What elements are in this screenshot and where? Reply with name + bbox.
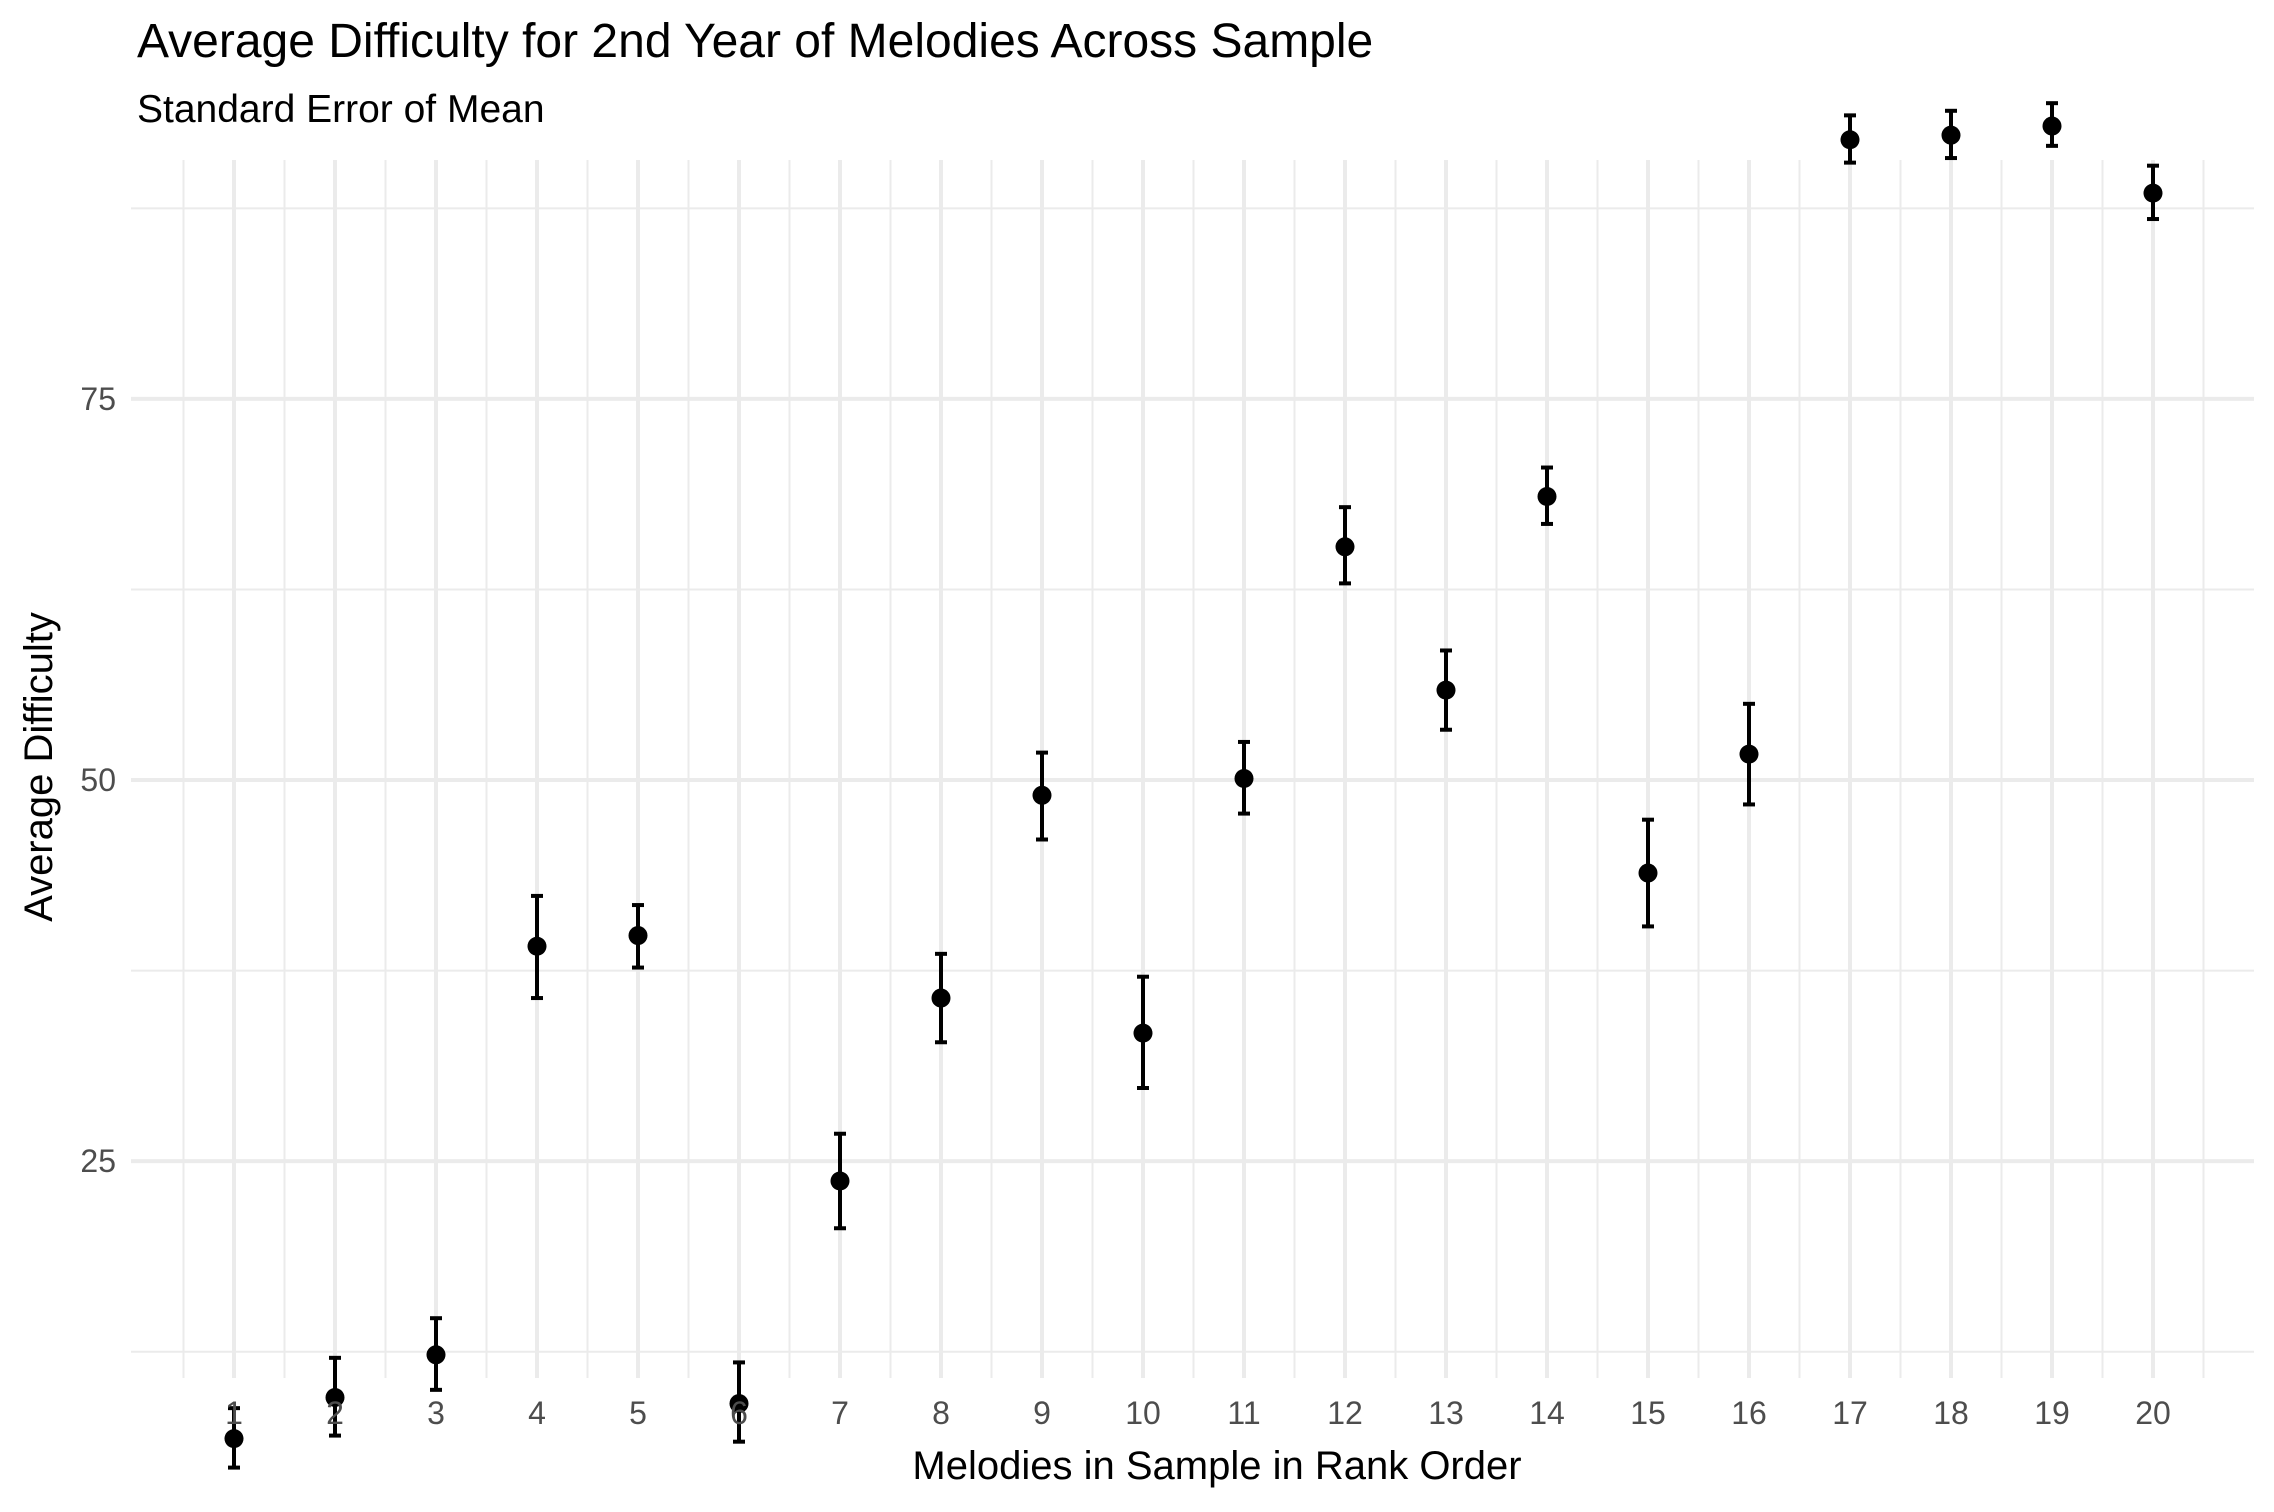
x-axis-title: Melodies in Sample in Rank Order bbox=[912, 1444, 1521, 1488]
x-tick-label: 1 bbox=[225, 1395, 243, 1431]
y-tick-label: 50 bbox=[80, 762, 116, 798]
data-point bbox=[1335, 537, 1355, 557]
x-tick-label: 10 bbox=[1125, 1395, 1161, 1431]
x-tick-label: 15 bbox=[1630, 1395, 1666, 1431]
x-tick-label: 8 bbox=[932, 1395, 950, 1431]
chart-subtitle: Standard Error of Mean bbox=[137, 88, 545, 131]
data-point bbox=[1032, 785, 1052, 805]
data-point bbox=[1436, 680, 1456, 700]
data-point bbox=[1739, 744, 1759, 764]
data-point bbox=[1133, 1023, 1153, 1043]
x-tick-label: 17 bbox=[1832, 1395, 1868, 1431]
data-point bbox=[830, 1171, 850, 1191]
data-point bbox=[2042, 116, 2062, 136]
x-tick-label: 5 bbox=[629, 1395, 647, 1431]
data-point bbox=[729, 1394, 749, 1414]
data-point bbox=[2143, 183, 2163, 203]
x-tick-label: 16 bbox=[1731, 1395, 1767, 1431]
x-tick-label: 7 bbox=[831, 1395, 849, 1431]
data-series bbox=[224, 101, 2163, 1470]
data-point bbox=[1638, 863, 1658, 883]
data-point bbox=[1537, 486, 1557, 506]
y-tick-labels: 25 50 75 bbox=[80, 381, 116, 1179]
data-point bbox=[224, 1429, 244, 1449]
data-point bbox=[325, 1387, 345, 1407]
x-tick-label: 11 bbox=[1227, 1395, 1260, 1431]
x-tick-label: 14 bbox=[1529, 1395, 1565, 1431]
grid-lines bbox=[131, 160, 2254, 1378]
data-point bbox=[426, 1345, 446, 1365]
x-tick-labels: 1 2 3 4 5 6 7 8 9 10 11 12 13 14 15 16 17 18 19 20 bbox=[225, 1395, 2171, 1431]
data-point bbox=[527, 936, 547, 956]
y-tick-label: 25 bbox=[80, 1143, 116, 1179]
chart-title: Average Difficulty for 2nd Year of Melod… bbox=[137, 15, 1374, 68]
x-tick-label: 19 bbox=[2034, 1395, 2070, 1431]
data-point bbox=[931, 988, 951, 1008]
data-point bbox=[1941, 125, 1961, 145]
x-tick-label: 13 bbox=[1428, 1395, 1464, 1431]
x-tick-label: 12 bbox=[1327, 1395, 1363, 1431]
x-tick-label: 3 bbox=[427, 1395, 445, 1431]
data-point bbox=[1234, 769, 1254, 789]
data-point bbox=[1840, 130, 1860, 150]
x-tick-label: 2 bbox=[326, 1395, 344, 1431]
y-tick-label: 75 bbox=[80, 381, 116, 417]
x-tick-label: 6 bbox=[730, 1395, 748, 1431]
x-tick-label: 18 bbox=[1933, 1395, 1969, 1431]
x-tick-label: 20 bbox=[2135, 1395, 2171, 1431]
x-tick-label: 4 bbox=[528, 1395, 546, 1431]
data-point bbox=[628, 926, 648, 946]
y-axis-title: Average Difficulty bbox=[17, 612, 61, 922]
x-tick-label: 9 bbox=[1033, 1395, 1051, 1431]
